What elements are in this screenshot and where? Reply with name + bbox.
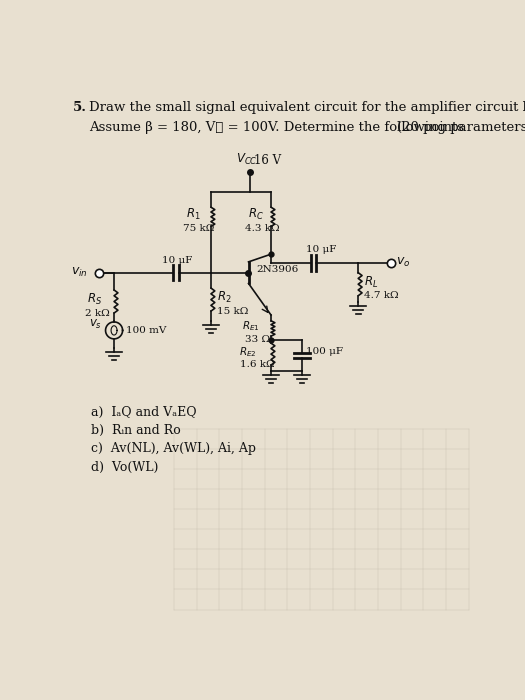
Text: $R_{E2}$: $R_{E2}$: [239, 345, 257, 359]
Text: 100 mV: 100 mV: [125, 326, 166, 335]
Text: Draw the small signal equivalent circuit for the amplifier circuit below.: Draw the small signal equivalent circuit…: [89, 102, 525, 114]
Text: $R_C$: $R_C$: [248, 207, 264, 223]
Text: a)  IₐQ and VₐEQ: a) IₐQ and VₐEQ: [91, 405, 196, 419]
Text: (20 points: (20 points: [397, 120, 464, 134]
Text: 15 kΩ: 15 kΩ: [217, 307, 248, 316]
Text: 10 μF: 10 μF: [306, 245, 336, 254]
Text: 4.3 kΩ: 4.3 kΩ: [245, 224, 279, 233]
Text: 5.: 5.: [72, 102, 87, 114]
Text: $R_L$: $R_L$: [364, 274, 379, 290]
Text: $R_2$: $R_2$: [217, 290, 232, 305]
Text: 33 Ω: 33 Ω: [245, 335, 270, 344]
Text: Assume β = 180, V⁁ = 100V. Determine the following parameters:: Assume β = 180, V⁁ = 100V. Determine the…: [89, 120, 525, 134]
Text: $V_{CC}$: $V_{CC}$: [236, 152, 258, 167]
Text: 4.7 kΩ: 4.7 kΩ: [364, 291, 398, 300]
Text: $R_1$: $R_1$: [186, 207, 201, 223]
Text: 1.6 kΩ: 1.6 kΩ: [240, 360, 275, 370]
Text: $R_S$: $R_S$: [87, 292, 102, 307]
Text: $R_{E1}$: $R_{E1}$: [242, 320, 260, 333]
Text: 2 kΩ: 2 kΩ: [85, 309, 110, 318]
Text: d)  Vo(WL): d) Vo(WL): [91, 461, 158, 474]
Text: $v_{in}$: $v_{in}$: [71, 265, 88, 279]
Text: $v_s$: $v_s$: [89, 318, 102, 330]
Text: b)  Rᵢn and Ro: b) Rᵢn and Ro: [91, 424, 181, 437]
Text: 75 kΩ: 75 kΩ: [183, 224, 214, 233]
Text: 10 μF: 10 μF: [163, 256, 193, 265]
Text: c)  Av(NL), Av(WL), Ai, Ap: c) Av(NL), Av(WL), Ai, Ap: [91, 442, 256, 456]
Text: 16 V: 16 V: [254, 154, 281, 167]
Text: 100 μF: 100 μF: [306, 346, 343, 356]
Text: $v_o$: $v_o$: [396, 256, 410, 269]
Text: 2N3906: 2N3906: [256, 265, 299, 274]
